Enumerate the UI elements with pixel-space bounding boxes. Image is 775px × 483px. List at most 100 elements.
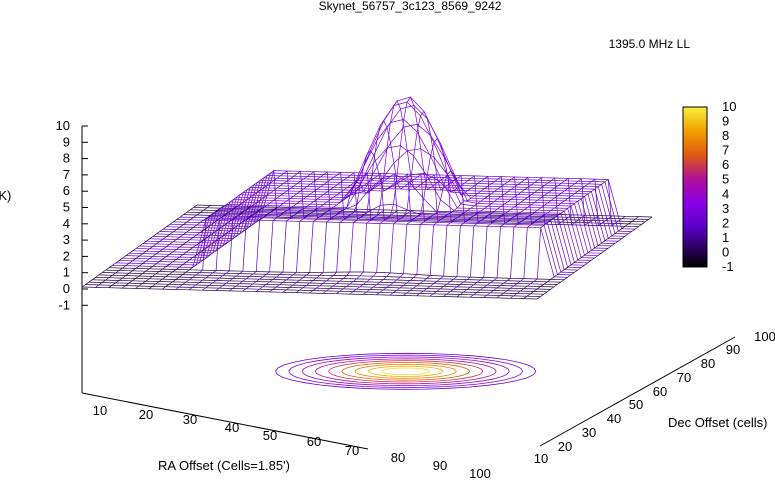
y-tick-label: 10 (534, 451, 548, 466)
y-tick-label: 20 (558, 439, 572, 454)
colorbar-tick-label: 8 (722, 128, 729, 143)
colorbar-tick-label: 7 (722, 143, 729, 158)
x-tick-labels: 10 20 30 40 50 60 70 80 90 100 (93, 403, 491, 481)
colorbar-tick-label: 10 (722, 99, 736, 114)
y-tick-label: 30 (582, 425, 596, 440)
x-tick-label: 90 (433, 458, 447, 473)
floor-contours (275, 352, 537, 390)
mesh-line-x (202, 170, 318, 291)
z-tick-label: 4 (63, 216, 70, 231)
y-tick-labels: 10 20 30 40 50 60 70 80 90 100 (534, 329, 775, 466)
mesh-line-x (389, 170, 506, 296)
mesh-line-x (443, 177, 559, 297)
mesh-line-x (108, 205, 225, 288)
z-tick-label: 9 (63, 134, 70, 149)
x-tick-label: 40 (225, 420, 239, 435)
chart-title: Skynet_56757_3c123_8569_9242 (319, 0, 502, 13)
x-tick-label: 30 (183, 412, 197, 427)
y-tick-label: 50 (629, 397, 643, 412)
x-axis-label: RA Offset (Cells=1.85') (158, 458, 290, 473)
z-tick-label: 7 (63, 167, 70, 182)
mesh-line-x (322, 120, 439, 294)
contour-line (341, 362, 471, 381)
x-tick-label: 50 (263, 428, 277, 443)
colorbar-tick-label: 0 (722, 244, 729, 259)
x-tick-label: 100 (469, 466, 491, 481)
z-tick-label: 2 (63, 248, 70, 263)
z-tick-label: 8 (63, 151, 70, 166)
mesh-line-x (242, 171, 358, 292)
mesh-line-x (295, 173, 412, 293)
contour-line (354, 363, 457, 379)
contour-line (367, 365, 444, 377)
mesh-line-x (282, 172, 398, 293)
contour-line (314, 358, 497, 385)
colorbar-tick-label: -1 (722, 259, 734, 274)
y-tick-label: 90 (726, 342, 740, 357)
x-tick-label: 70 (345, 443, 359, 458)
mesh-line-x (402, 175, 519, 296)
z-tick-label: 1 (63, 265, 70, 280)
mesh-line-x (255, 172, 372, 292)
contour-line (301, 356, 510, 387)
mesh-line-x (336, 100, 452, 294)
mesh-line-x (429, 176, 546, 297)
mesh-line-x (456, 177, 572, 298)
mesh-line-x (95, 205, 211, 288)
colorbar-tick-label: 1 (722, 230, 729, 245)
mesh-line-x (496, 178, 613, 299)
z-tick-label: -1 (58, 297, 70, 312)
x-tick-label: 10 (93, 403, 107, 418)
y-axis-line (539, 336, 736, 447)
mesh-line-x (162, 206, 278, 290)
contour-line (328, 360, 484, 383)
legend: 1395.0 MHz LL (609, 37, 740, 51)
floor-axes: 10 20 30 40 50 60 70 80 90 100 10 20 30 40 50 60 70 80 90… (81, 329, 775, 481)
z-axis-label: Intensity (K) (0, 188, 11, 203)
surface-mesh (81, 96, 653, 300)
mesh-line-x (349, 96, 465, 295)
z-tick-label: 10 (56, 118, 70, 133)
mesh-line-x (536, 216, 653, 300)
y-tick-label: 80 (701, 356, 715, 371)
contour-line (381, 367, 431, 376)
mesh-line-x (469, 177, 586, 298)
colorbar-tick-label: 6 (722, 157, 729, 172)
mesh-line-x (416, 176, 532, 297)
x-axis-line (81, 392, 369, 450)
mesh-line-x (509, 178, 626, 299)
contour-line (275, 352, 537, 390)
y-tick-label: 70 (677, 370, 691, 385)
colorbar-tick-label: 4 (722, 186, 729, 201)
mesh-line-y (146, 105, 602, 254)
z-tick-label: 3 (63, 232, 70, 247)
mesh-line-x (148, 206, 265, 290)
colorbar-tick-label: 3 (722, 201, 729, 216)
z-tick-label: 6 (63, 183, 70, 198)
contour-line (288, 354, 524, 388)
z-tick-label: 5 (63, 200, 70, 215)
mesh-line-x (483, 178, 599, 298)
x-tick-label: 20 (139, 407, 153, 422)
mesh-line-x (523, 216, 639, 299)
z-tick-label: 0 (63, 281, 70, 296)
mesh-line-x (376, 137, 492, 296)
colorbar-tick-label: 9 (722, 114, 729, 129)
mesh-line-x (269, 172, 385, 293)
mesh-line-x (228, 171, 345, 292)
y-tick-label: 60 (653, 384, 667, 399)
mesh-line-x (81, 204, 198, 288)
mesh-line-x (121, 205, 238, 289)
mesh-line-x (188, 170, 305, 291)
mesh-line-y (142, 96, 598, 256)
colorbar-tick-label: 5 (722, 172, 729, 187)
y-tick-label: 40 (607, 411, 621, 426)
x-tick-label: 80 (391, 450, 405, 465)
mesh-line-x (362, 110, 479, 295)
mesh-line-x (215, 171, 332, 291)
mesh-line-x (309, 150, 425, 294)
